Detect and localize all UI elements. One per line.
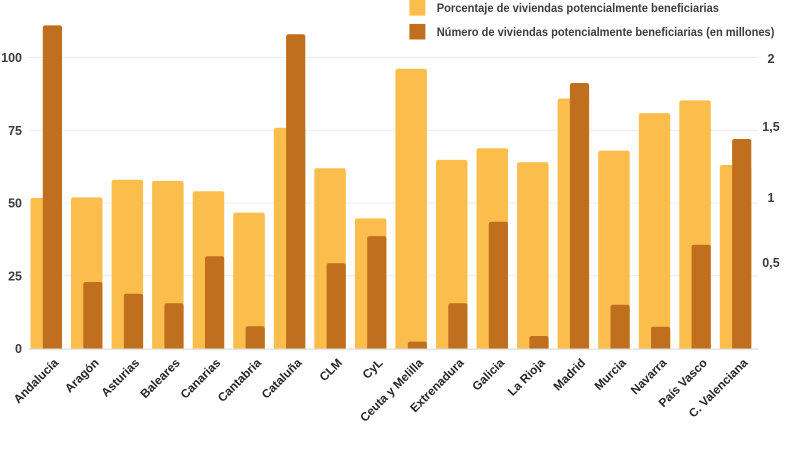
svg-text:Porcentaje de viviendas potenc: Porcentaje de viviendas potencialmente b… [437, 1, 720, 15]
svg-text:Número de viviendas potencialm: Número de viviendas potencialmente benef… [437, 25, 775, 39]
svg-text:50: 50 [8, 197, 22, 211]
svg-text:100: 100 [1, 51, 22, 65]
svg-text:1,5: 1,5 [762, 120, 779, 134]
svg-text:25: 25 [8, 269, 22, 283]
svg-text:0: 0 [15, 342, 22, 356]
svg-text:0,5: 0,5 [762, 256, 779, 270]
svg-text:2: 2 [768, 52, 775, 66]
svg-text:75: 75 [8, 124, 22, 138]
svg-text:1: 1 [768, 191, 775, 205]
